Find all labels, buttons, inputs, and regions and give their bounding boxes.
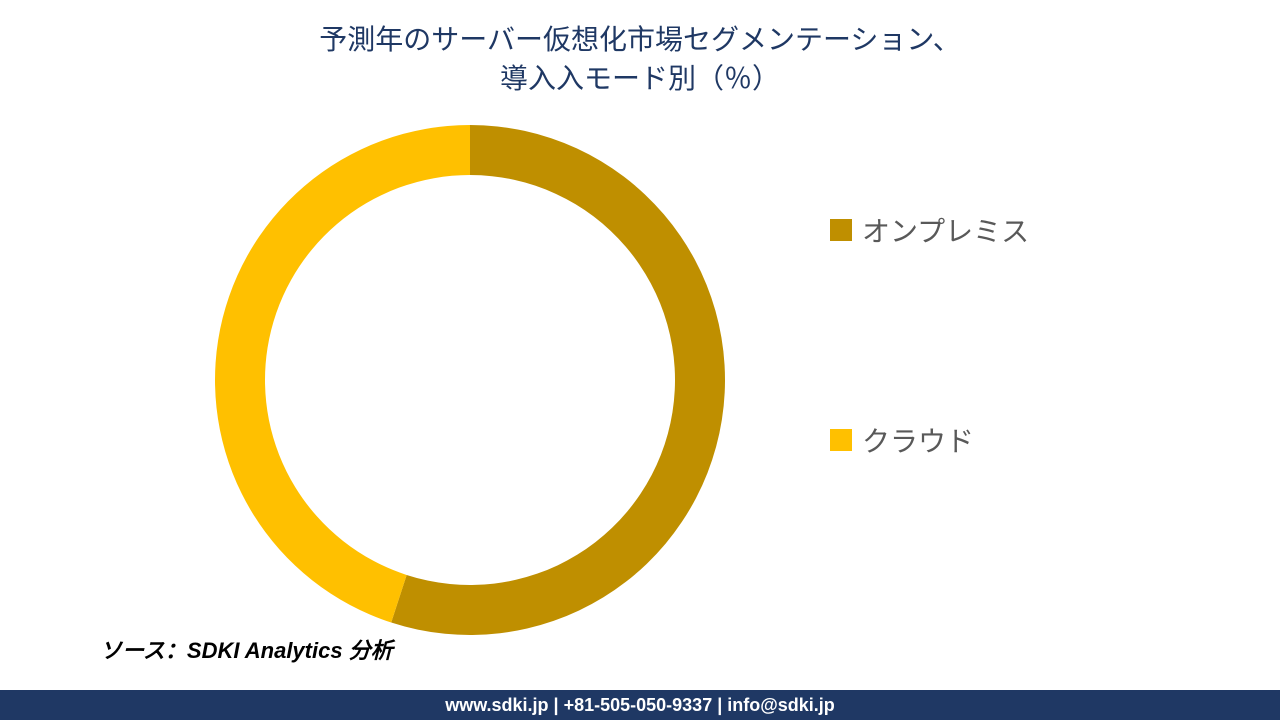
legend-item: クラウド bbox=[830, 420, 1029, 460]
legend-label: オンプレミス bbox=[862, 210, 1029, 250]
source-text: ソース：SDKI Analytics 分析 bbox=[100, 633, 393, 665]
donut-svg bbox=[210, 120, 730, 640]
title-line-2: 導入入モード別（％） bbox=[0, 59, 1280, 98]
chart-title: 予測年のサーバー仮想化市場セグメンテーション、 導入入モード別（％） bbox=[0, 0, 1280, 98]
legend-label: クラウド bbox=[862, 420, 974, 460]
legend-marker bbox=[830, 429, 852, 451]
donut-slice bbox=[215, 125, 470, 623]
legend-marker bbox=[830, 219, 852, 241]
footer-bar: www.sdki.jp | +81-505-050-9337 | info@sd… bbox=[0, 690, 1280, 720]
footer-text: www.sdki.jp | +81-505-050-9337 | info@sd… bbox=[445, 695, 835, 716]
donut-chart bbox=[210, 120, 730, 640]
legend-item: オンプレミス bbox=[830, 210, 1029, 250]
title-line-1: 予測年のサーバー仮想化市場セグメンテーション、 bbox=[0, 20, 1280, 59]
chart-legend: オンプレミスクラウド bbox=[830, 210, 1029, 460]
donut-slice bbox=[391, 125, 725, 635]
